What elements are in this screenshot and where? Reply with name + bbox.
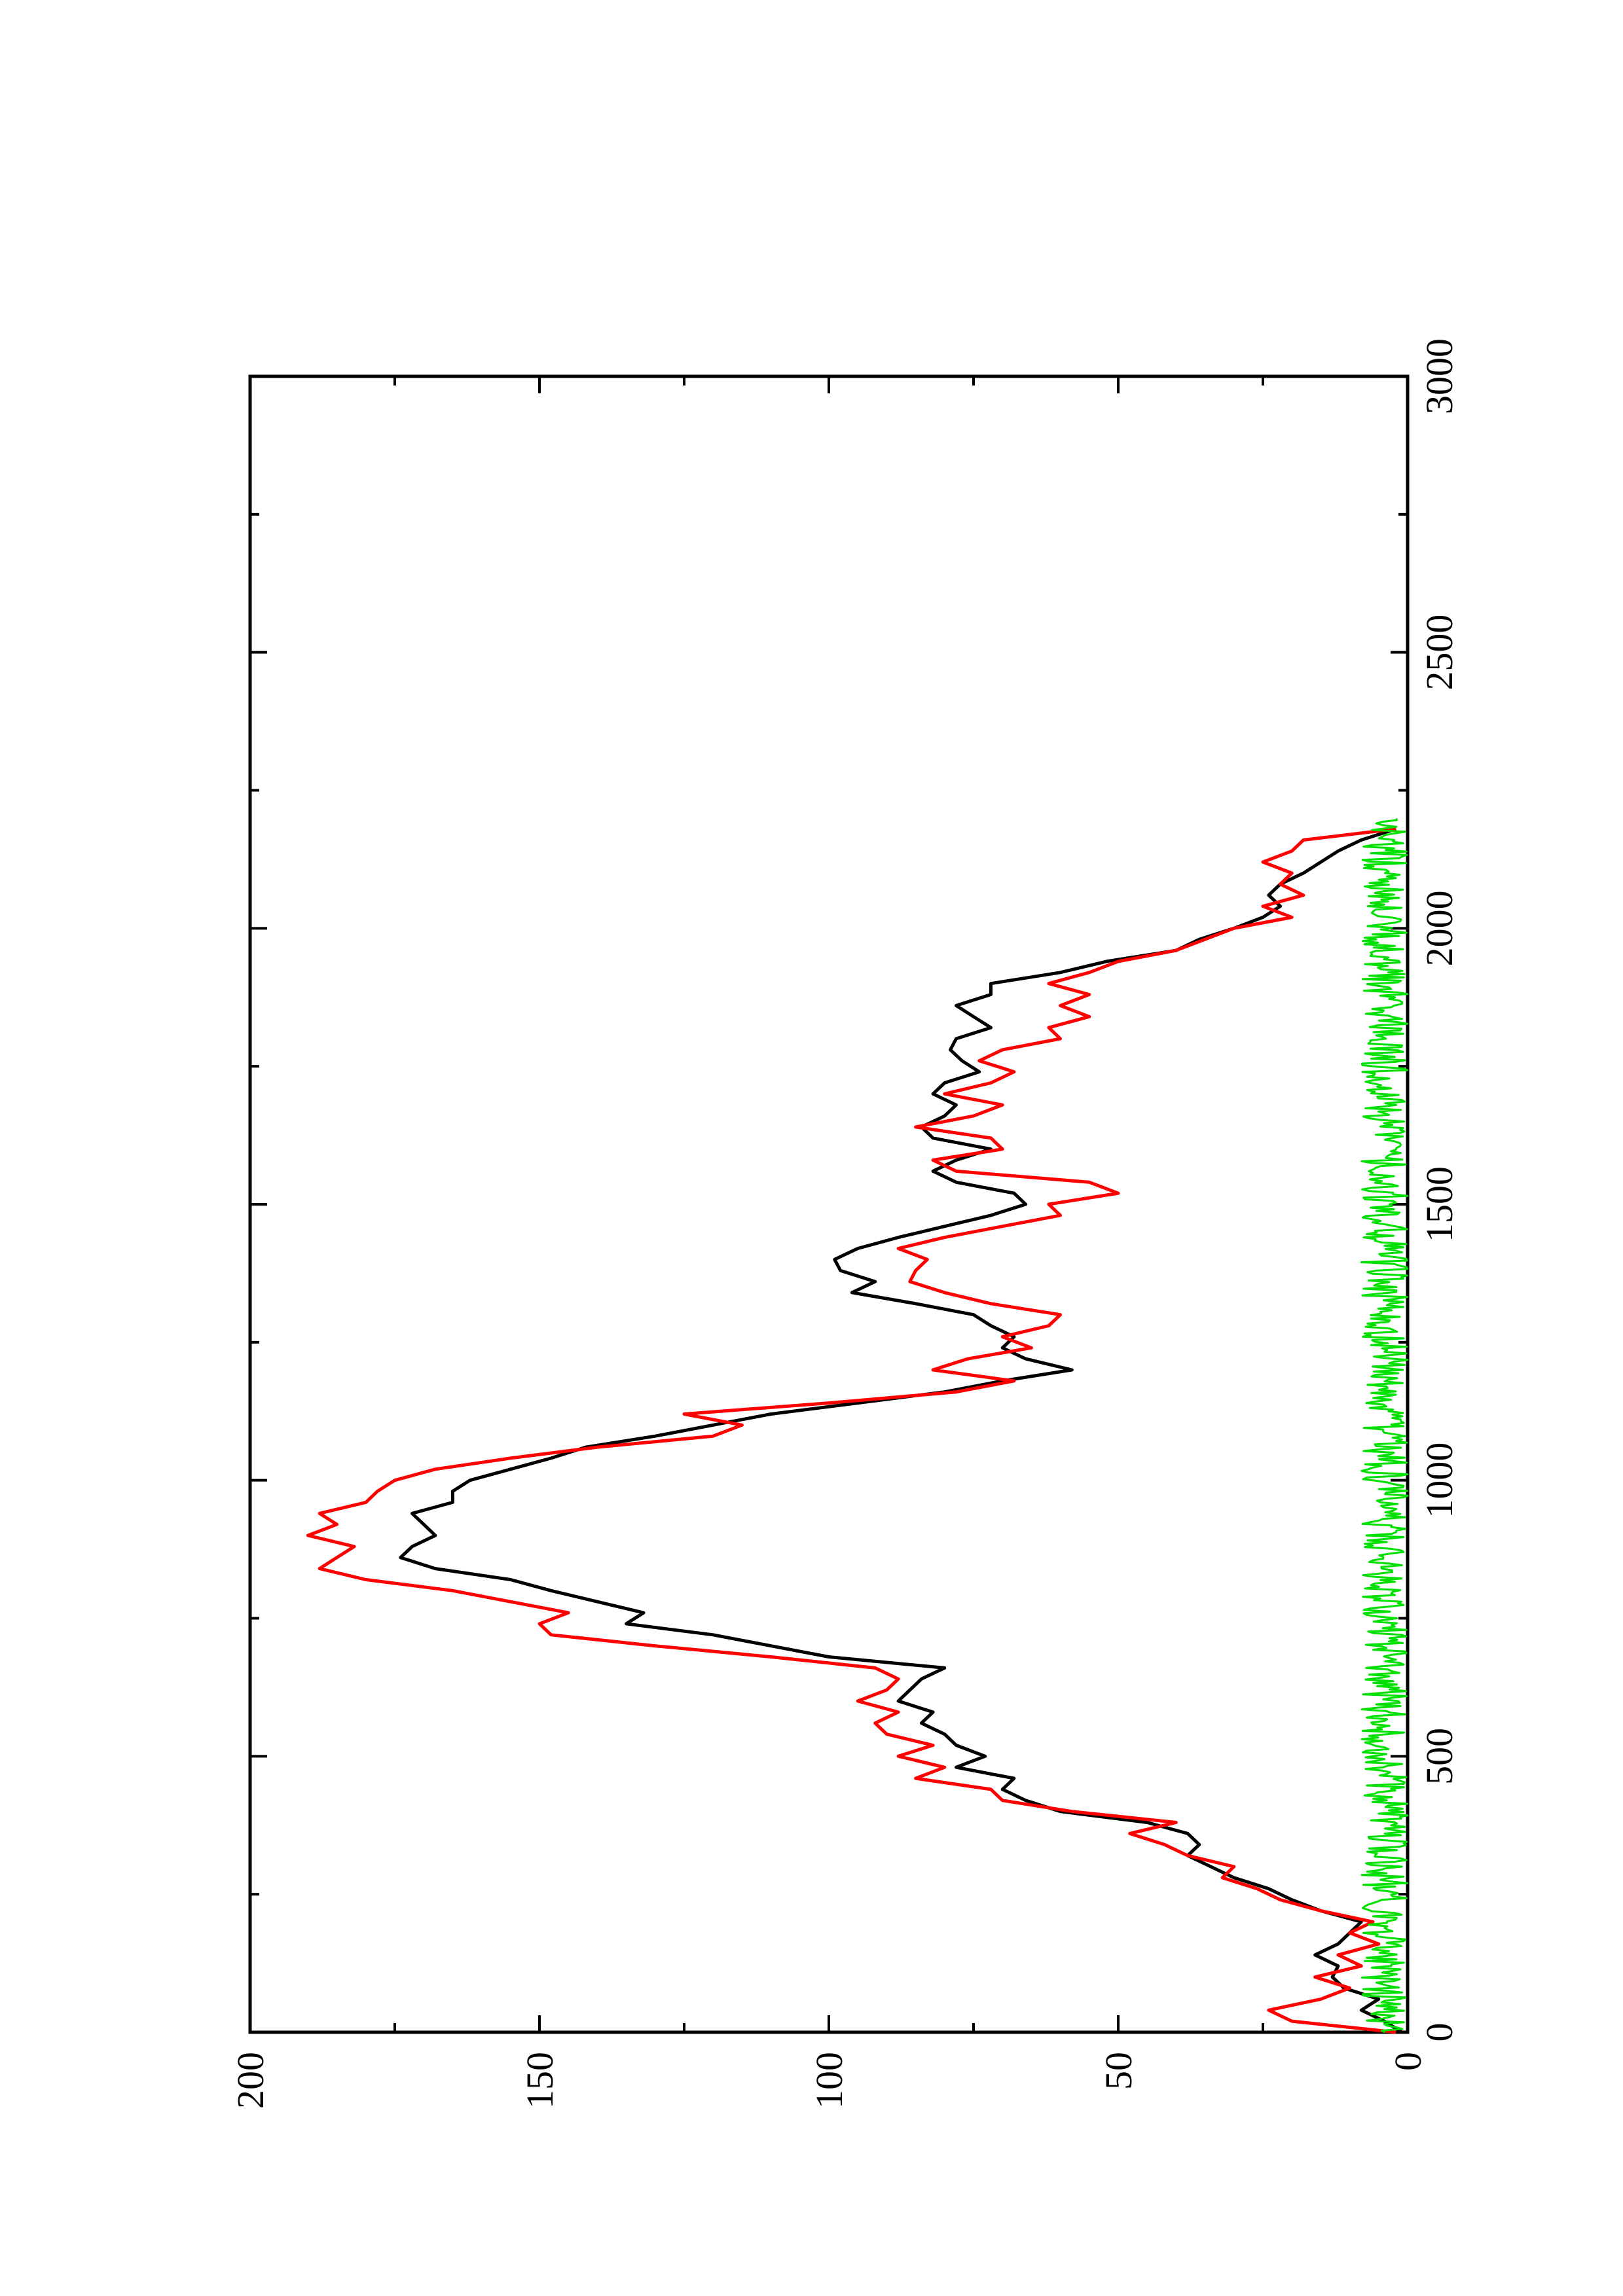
series-line-3 xyxy=(1360,818,1409,2034)
series-layer xyxy=(306,818,1409,2034)
y-tick-label: 50 xyxy=(1097,2052,1140,2090)
x-tick-label: 1000 xyxy=(1418,1443,1461,1518)
y-tick-label: 150 xyxy=(519,2052,561,2109)
y-tick-label: 100 xyxy=(808,2052,850,2109)
series-line-1 xyxy=(399,827,1403,2034)
axis-ticks xyxy=(249,375,1409,2034)
x-tick-label: 3000 xyxy=(1418,338,1461,414)
plot-frame xyxy=(248,374,1410,2034)
y-tick-label: 0 xyxy=(1387,2052,1429,2071)
x-tick-label: 1500 xyxy=(1418,1166,1461,1242)
x-tick-label: 500 xyxy=(1418,1728,1461,1785)
series-line-2 xyxy=(306,827,1396,2034)
x-tick-label: 2500 xyxy=(1418,615,1461,691)
y-tick-label: 200 xyxy=(229,2052,272,2109)
x-tick-label: 2000 xyxy=(1418,890,1461,966)
tick-labels: 0 500 1000 1500 2000 2500 3000 0 50 100 150 200 xyxy=(229,338,1461,2109)
x-tick-label: 0 xyxy=(1418,2023,1461,2042)
